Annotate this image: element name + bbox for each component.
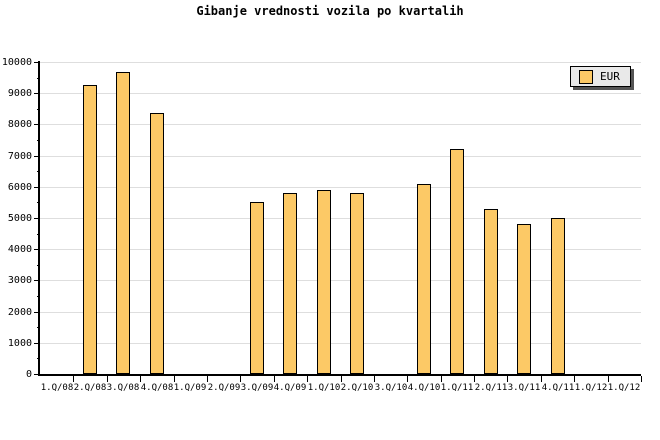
bar	[250, 202, 264, 374]
gridline	[40, 249, 641, 250]
x-tick	[541, 376, 542, 382]
x-axis-label: 2.Q/08	[73, 383, 107, 393]
legend: EUR	[570, 66, 631, 87]
x-axis-label: 2.Q/11	[474, 383, 508, 393]
x-tick	[107, 376, 108, 382]
x-tick	[174, 376, 175, 382]
bar	[551, 218, 565, 374]
y-axis-label: 8000	[7, 119, 32, 130]
y-major-tick	[34, 312, 40, 313]
bar	[450, 149, 464, 374]
bar	[350, 193, 364, 374]
gridline	[40, 280, 641, 281]
x-tick	[207, 376, 208, 382]
x-tick	[73, 376, 74, 382]
bar	[116, 72, 130, 374]
x-tick	[307, 376, 308, 382]
x-axis-label: 2.Q/09	[207, 383, 241, 393]
gridline	[40, 312, 641, 313]
x-axis-label: 3.Q/11	[507, 383, 541, 393]
gridline	[40, 124, 641, 125]
bar	[283, 193, 297, 374]
x-tick	[274, 376, 275, 382]
x-tick	[507, 376, 508, 382]
y-axis-label: 10000	[1, 57, 32, 68]
x-axis-label: 3.Q/09	[240, 383, 274, 393]
y-major-tick	[34, 280, 40, 281]
x-axis-label: 4.Q/10	[407, 383, 441, 393]
y-axis-label: 6000	[7, 182, 32, 193]
gridline	[40, 156, 641, 157]
gridline	[40, 343, 641, 344]
y-axis-label: 0	[25, 369, 32, 380]
y-axis-label: 9000	[7, 88, 32, 99]
x-tick	[474, 376, 475, 382]
x-axis-label: 4.Q/09	[273, 383, 307, 393]
y-major-tick	[34, 343, 40, 344]
x-axis-label: 1.Q/08	[40, 383, 74, 393]
y-major-tick	[34, 124, 40, 125]
bar	[317, 190, 331, 374]
legend-swatch-icon	[579, 69, 593, 84]
x-tick	[407, 376, 408, 382]
y-axis-label: 2000	[7, 307, 32, 318]
gridline	[40, 187, 641, 188]
x-tick	[641, 376, 642, 382]
x-tick	[341, 376, 342, 382]
y-major-tick	[34, 62, 40, 63]
x-tick	[441, 376, 442, 382]
y-major-tick	[34, 156, 40, 157]
x-axis-label: 3.Q/10	[374, 383, 408, 393]
y-major-tick	[34, 249, 40, 250]
y-axis-label: 5000	[7, 213, 32, 224]
x-tick	[574, 376, 575, 382]
x-tick	[608, 376, 609, 382]
y-axis	[38, 61, 40, 376]
x-axis-label: 1.Q/10	[307, 383, 341, 393]
x-axis-label: 1.Q/12	[574, 383, 608, 393]
y-major-tick	[34, 93, 40, 94]
bar	[417, 184, 431, 374]
bar	[150, 113, 164, 374]
x-axis-label: 4.Q/08	[140, 383, 174, 393]
x-axis-label: 3.Q/08	[106, 383, 140, 393]
y-axis-label: 3000	[7, 275, 32, 286]
bar	[83, 85, 97, 374]
y-major-tick	[34, 187, 40, 188]
y-axis-label: 1000	[7, 338, 32, 349]
x-axis-label: 4.Q/11	[541, 383, 575, 393]
y-axis-label: 7000	[7, 151, 32, 162]
x-axis-label: 2.Q/10	[340, 383, 374, 393]
x-tick	[140, 376, 141, 382]
x-tick	[240, 376, 241, 382]
legend-label: EUR	[600, 69, 620, 83]
chart-title: Gibanje vrednosti vozila po kvartalih	[196, 4, 464, 18]
x-tick	[374, 376, 375, 382]
x-axis-label: 1.Q/09	[173, 383, 207, 393]
x-axis-label: 1.Q/12	[607, 383, 641, 393]
gridline	[40, 93, 641, 94]
x-axis-label: 1.Q/11	[440, 383, 474, 393]
y-axis-label: 4000	[7, 244, 32, 255]
y-major-tick	[34, 218, 40, 219]
y-major-tick	[34, 374, 40, 375]
gridline	[40, 218, 641, 219]
gridline	[40, 62, 641, 63]
bar	[517, 224, 531, 374]
x-axis	[38, 374, 641, 376]
bar	[484, 209, 498, 374]
